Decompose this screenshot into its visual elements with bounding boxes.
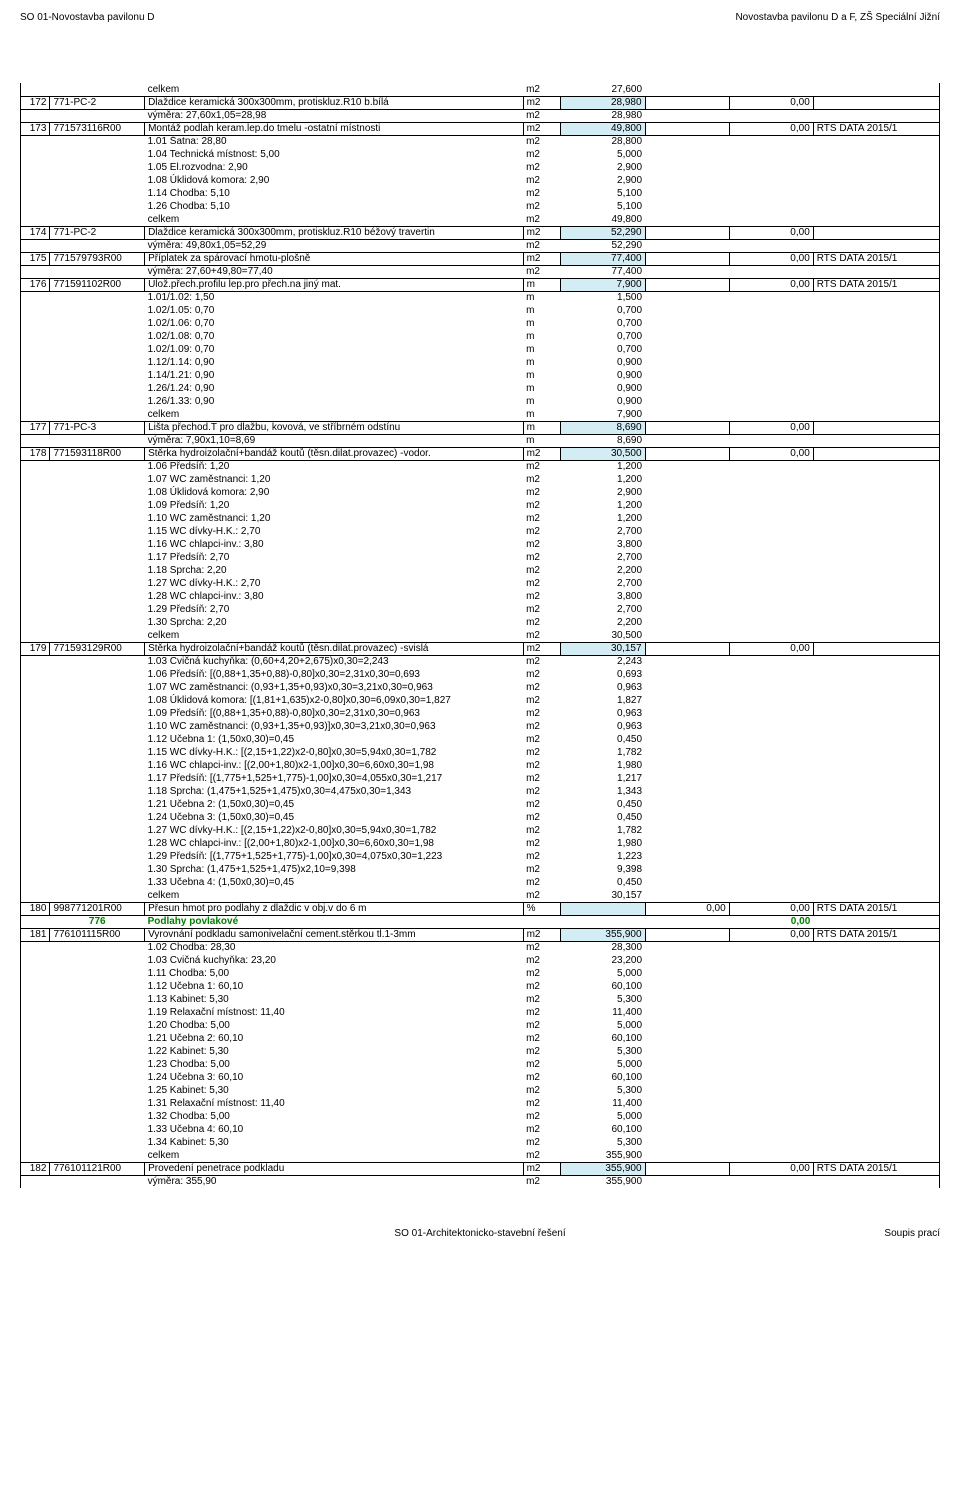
table-row: 1.02/1.08: 0,70m0,700 [21, 330, 940, 343]
table-row: 1.30 Sprcha: 2,20m22,200 [21, 616, 940, 629]
table-row: 181776101115R00Vyrovnání podkladu samoni… [21, 928, 940, 941]
table-row: celkemm7,900 [21, 408, 940, 421]
table-row: 1.06 Předsíň: 1,20m21,200 [21, 460, 940, 473]
table-row: výměra: 355,90m2355,900 [21, 1175, 940, 1188]
table-row: 1.02/1.06: 0,70m0,700 [21, 317, 940, 330]
table-row: 176771591102R00Ulož.přech.profilu lep.pr… [21, 278, 940, 291]
table-row: 1.14/1.21: 0,90m0,900 [21, 369, 940, 382]
table-row: 173771573116R00Montáž podlah keram.lep.d… [21, 122, 940, 135]
table-row: 172771-PC-2Dlaždice keramická 300x300mm,… [21, 96, 940, 109]
table-row: 1.12 Učebna 1: 60,10m260,100 [21, 980, 940, 993]
table-row: 1.23 Chodba: 5,00m25,000 [21, 1058, 940, 1071]
table-row: 174771-PC-2Dlaždice keramická 300x300mm,… [21, 226, 940, 239]
table-row: celkemm230,157 [21, 889, 940, 902]
cost-table: celkemm227,600172771-PC-2Dlaždice kerami… [20, 83, 940, 1188]
table-row: 1.09 Předsíň: [(0,88+1,35+0,88)-0,80]x0,… [21, 707, 940, 720]
table-row: výměra: 49,80x1,05=52,29m252,290 [21, 239, 940, 252]
table-row: výměra: 27,60x1,05=28,98m228,980 [21, 109, 940, 122]
table-row: 1.21 Učebna 2: (1,50x0,30)=0,45m20,450 [21, 798, 940, 811]
table-row: 1.17 Předsíň: 2,70m22,700 [21, 551, 940, 564]
table-row: 1.26/1.24: 0,90m0,900 [21, 382, 940, 395]
footer-left: SO 01-Architektonicko-stavební řešení [327, 1228, 634, 1239]
table-row: 1.24 Učebna 3: 60,10m260,100 [21, 1071, 940, 1084]
table-row: 1.26/1.33: 0,90m0,900 [21, 395, 940, 408]
table-row: 1.02/1.05: 0,70m0,700 [21, 304, 940, 317]
table-row: 1.07 WC zaměstnanci: 1,20m21,200 [21, 473, 940, 486]
table-row: 1.19 Relaxační místnost: 11,40m211,400 [21, 1006, 940, 1019]
table-row: výměra: 27,60+49,80=77,40m277,400 [21, 265, 940, 278]
table-row: 1.10 WC zaměstnanci: (0,93+1,35+0,93)]x0… [21, 720, 940, 733]
table-row: 1.12 Učebna 1: (1,50x0,30)=0,45m20,450 [21, 733, 940, 746]
table-row: 1.16 WC chlapci-inv.: [(2,00+1,80)x2-1,0… [21, 759, 940, 772]
table-row: 178771593118R00Stěrka hydroizolační+band… [21, 447, 940, 460]
table-row: 1.22 Kabinet: 5,30m25,300 [21, 1045, 940, 1058]
table-row: 1.29 Předsíň: [(1,775+1,525+1,775)-1,00]… [21, 850, 940, 863]
table-row: 1.17 Předsíň: [(1,775+1,525+1,775)-1,00]… [21, 772, 940, 785]
table-row: 1.30 Sprcha: (1,475+1,525+1,475)x2,10=9,… [21, 863, 940, 876]
table-row: 1.34 Kabinet: 5,30m25,300 [21, 1136, 940, 1149]
table-row: 1.02/1.09: 0,70m0,700 [21, 343, 940, 356]
table-row: 182776101121R00Provedení penetrace podkl… [21, 1162, 940, 1175]
table-row: 177771-PC-3Lišta přechod.T pro dlažbu, k… [21, 421, 940, 434]
table-row: 1.20 Chodba: 5,00m25,000 [21, 1019, 940, 1032]
table-row: celkemm227,600 [21, 83, 940, 96]
table-row: 1.16 WC chlapci-inv.: 3,80m23,800 [21, 538, 940, 551]
table-row: 1.08 Úklidová komora: 2,90m22,900 [21, 174, 940, 187]
table-row: 1.33 Učebna 4: (1,50x0,30)=0,45m20,450 [21, 876, 940, 889]
table-row: 1.21 Učebna 2: 60,10m260,100 [21, 1032, 940, 1045]
section-row: 776Podlahy povlakové0,00 [21, 915, 940, 928]
table-row: 1.08 Úklidová komora: 2,90m22,900 [21, 486, 940, 499]
table-row: 1.26 Chodba: 5,10m25,100 [21, 200, 940, 213]
table-row: 1.29 Předsíň: 2,70m22,700 [21, 603, 940, 616]
table-row: 1.14 Chodba: 5,10m25,100 [21, 187, 940, 200]
table-row: celkemm230,500 [21, 629, 940, 642]
header-left: SO 01-Novostavba pavilonu D [20, 12, 155, 23]
table-row: celkemm2355,900 [21, 1149, 940, 1162]
table-row: 1.12/1.14: 0,90m0,900 [21, 356, 940, 369]
table-row: 1.05 El.rozvodna: 2,90m22,900 [21, 161, 940, 174]
table-row: 1.09 Předsíň: 1,20m21,200 [21, 499, 940, 512]
table-row: 1.03 Cvičná kuchyňka: 23,20m223,200 [21, 954, 940, 967]
table-row: 175771579793R00Příplatek za spárovací hm… [21, 252, 940, 265]
table-row: 180998771201R00Přesun hmot pro podlahy z… [21, 902, 940, 915]
table-row: 1.13 Kabinet: 5,30m25,300 [21, 993, 940, 1006]
table-row: 1.28 WC chlapci-inv.: 3,80m23,800 [21, 590, 940, 603]
table-row: 1.01 Šatna: 28,80m228,800 [21, 135, 940, 148]
table-row: 1.31 Relaxační místnost: 11,40m211,400 [21, 1097, 940, 1110]
footer-right: Soupis prací [633, 1228, 940, 1239]
table-row: 1.18 Sprcha: 2,20m22,200 [21, 564, 940, 577]
header-right: Novostavba pavilonu D a F, ZŠ Speciální … [735, 12, 940, 23]
table-row: 1.33 Učebna 4: 60,10m260,100 [21, 1123, 940, 1136]
table-row: 1.01/1.02: 1,50m1,500 [21, 291, 940, 304]
table-row: 1.02 Chodba: 28,30m228,300 [21, 941, 940, 954]
table-row: 1.15 WC dívky-H.K.: 2,70m22,700 [21, 525, 940, 538]
table-row: 1.11 Chodba: 5,00m25,000 [21, 967, 940, 980]
table-row: 1.03 Cvičná kuchyňka: (0,60+4,20+2,675)x… [21, 655, 940, 668]
table-row: 1.24 Učebna 3: (1,50x0,30)=0,45m20,450 [21, 811, 940, 824]
table-row: 1.27 WC dívky-H.K.: [(2,15+1,22)x2-0,80]… [21, 824, 940, 837]
table-row: 1.15 WC dívky-H.K.: [(2,15+1,22)x2-0,80]… [21, 746, 940, 759]
table-row: 1.07 WC zaměstnanci: (0,93+1,35+0,93)x0,… [21, 681, 940, 694]
table-row: 1.10 WC zaměstnanci: 1,20m21,200 [21, 512, 940, 525]
table-row: 1.32 Chodba: 5,00m25,000 [21, 1110, 940, 1123]
table-row: výměra: 7,90x1,10=8,69m8,690 [21, 434, 940, 447]
table-row: 1.04 Technická místnost: 5,00m25,000 [21, 148, 940, 161]
table-row: 1.18 Sprcha: (1,475+1,525+1,475)x0,30=4,… [21, 785, 940, 798]
table-row: 1.06 Předsíň: [(0,88+1,35+0,88)-0,80]x0,… [21, 668, 940, 681]
table-row: 1.27 WC dívky-H.K.: 2,70m22,700 [21, 577, 940, 590]
table-row: 1.25 Kabinet: 5,30m25,300 [21, 1084, 940, 1097]
table-row: 179771593129R00Stěrka hydroizolační+band… [21, 642, 940, 655]
table-row: celkemm249,800 [21, 213, 940, 226]
table-row: 1.08 Úklidová komora: [(1,81+1,635)x2-0,… [21, 694, 940, 707]
table-row: 1.28 WC chlapci-inv.: [(2,00+1,80)x2-1,0… [21, 837, 940, 850]
